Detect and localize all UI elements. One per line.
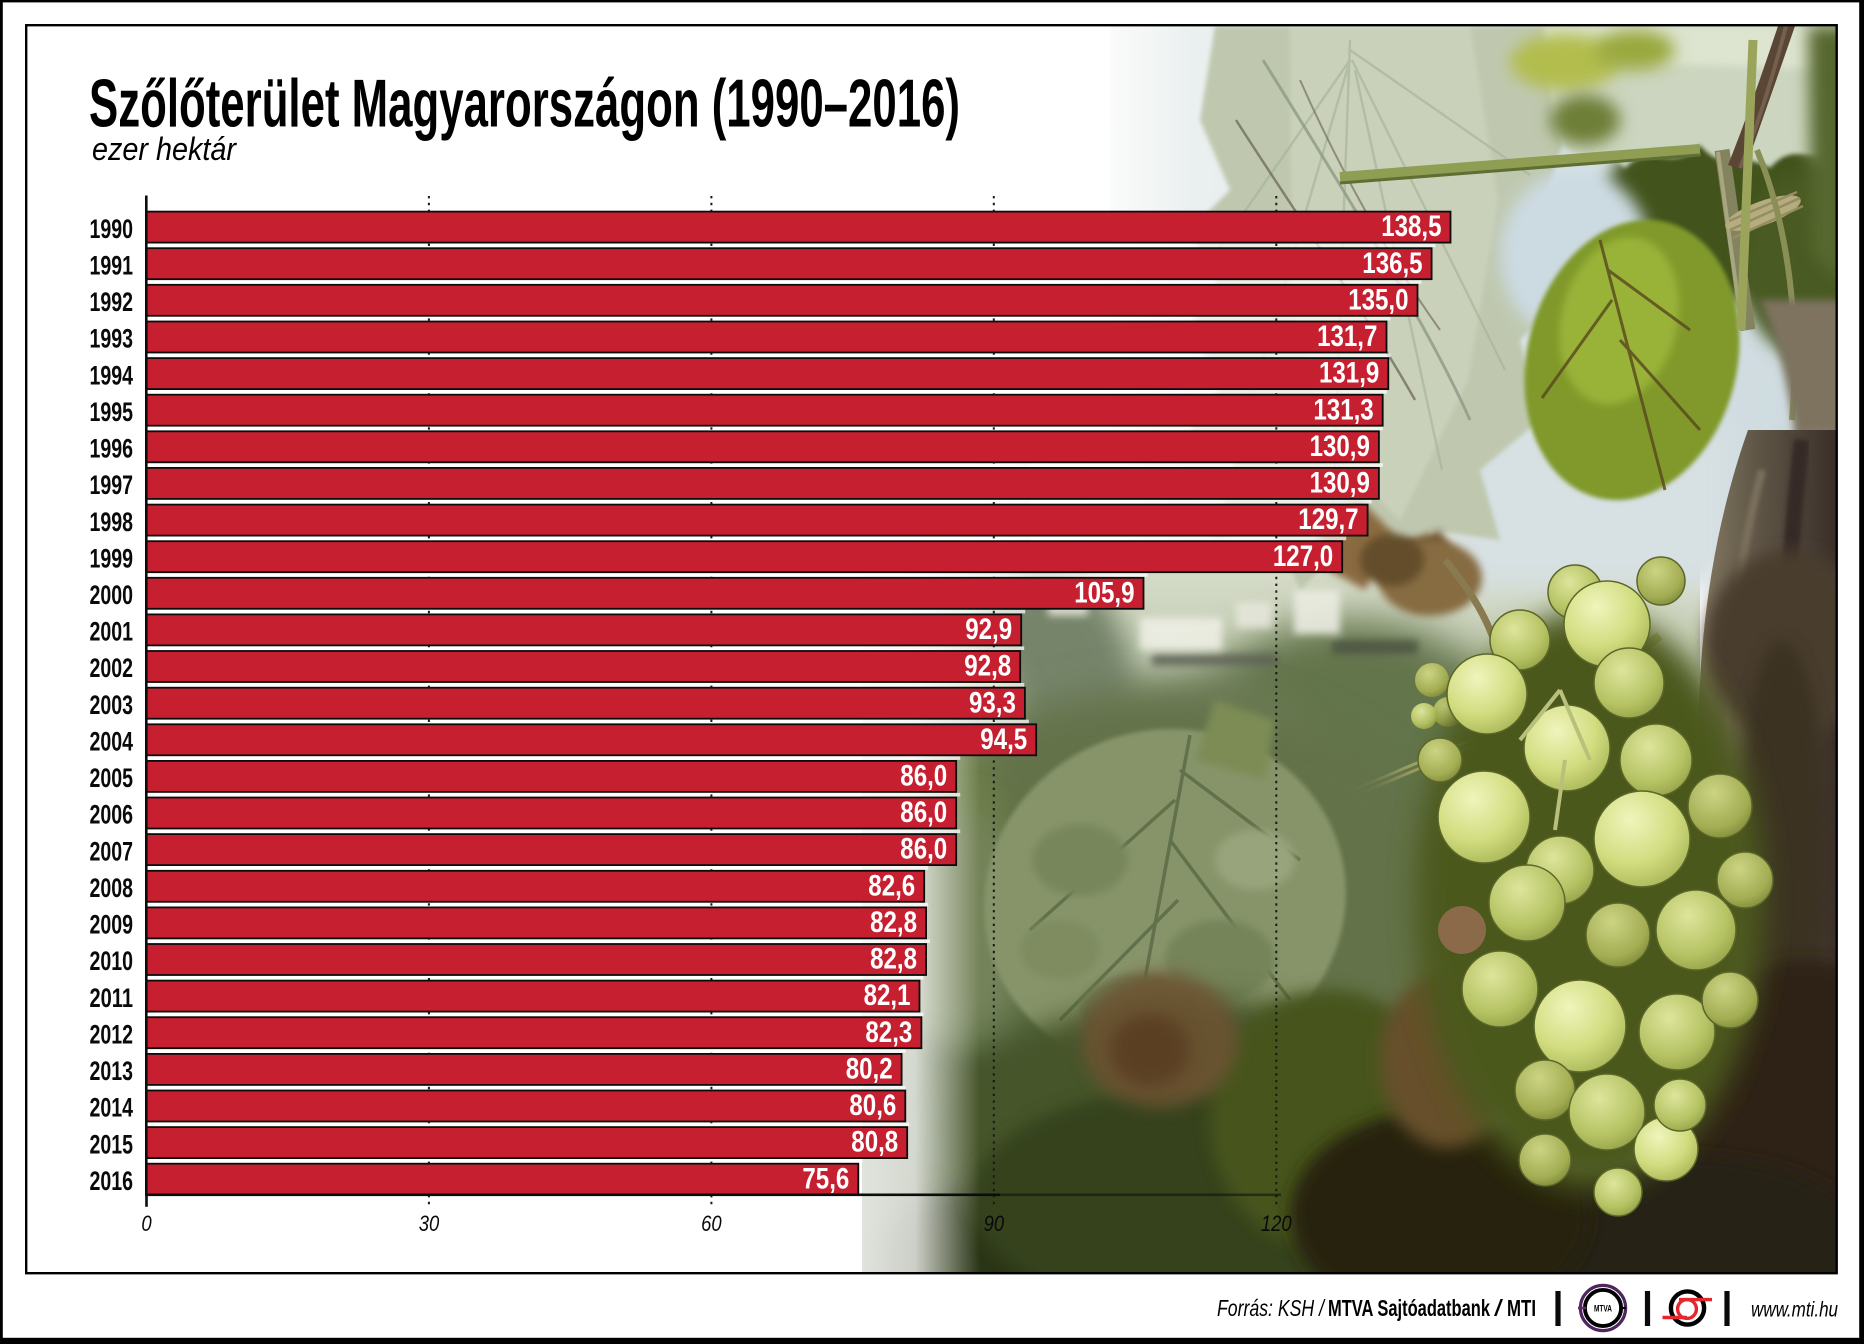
svg-text:1994: 1994: [90, 360, 134, 390]
svg-text:136,5: 136,5: [1362, 247, 1422, 280]
svg-text:86,0: 86,0: [900, 760, 947, 793]
svg-text:94,5: 94,5: [980, 723, 1027, 756]
svg-text:Forrás: KSH /: Forrás: KSH /: [1217, 1295, 1326, 1321]
svg-text:1991: 1991: [90, 250, 134, 280]
svg-text:105,9: 105,9: [1074, 576, 1134, 609]
svg-text:129,7: 129,7: [1298, 503, 1358, 536]
svg-text:82,8: 82,8: [870, 906, 917, 939]
svg-text:82,1: 82,1: [864, 979, 911, 1012]
svg-text:2004: 2004: [90, 727, 134, 757]
svg-text:2001: 2001: [90, 617, 134, 647]
svg-text:130,9: 130,9: [1310, 430, 1370, 463]
svg-text:0: 0: [141, 1211, 152, 1236]
svg-text:82,3: 82,3: [865, 1016, 912, 1049]
svg-text:86,0: 86,0: [900, 796, 947, 829]
svg-text:ezer hektár: ezer hektár: [92, 131, 237, 167]
svg-text:1992: 1992: [90, 287, 134, 317]
svg-text:86,0: 86,0: [900, 833, 947, 866]
svg-text:2015: 2015: [90, 1129, 134, 1159]
svg-text:75,6: 75,6: [802, 1162, 849, 1195]
svg-text:2011: 2011: [90, 983, 134, 1013]
svg-text:2014: 2014: [90, 1093, 134, 1123]
svg-text:1998: 1998: [90, 507, 134, 537]
svg-text:2007: 2007: [90, 836, 134, 866]
svg-text:2016: 2016: [90, 1166, 134, 1196]
svg-text:60: 60: [701, 1211, 722, 1236]
svg-text:1999: 1999: [90, 543, 134, 573]
svg-text:130,9: 130,9: [1310, 467, 1370, 500]
svg-text:2010: 2010: [90, 946, 134, 976]
svg-text:2009: 2009: [90, 910, 134, 940]
svg-text:1990: 1990: [90, 214, 134, 244]
svg-text:2006: 2006: [90, 800, 134, 830]
svg-text:131,3: 131,3: [1313, 393, 1373, 426]
svg-text:138,5: 138,5: [1381, 210, 1441, 243]
svg-text:2002: 2002: [90, 653, 134, 683]
svg-text:2013: 2013: [90, 1056, 134, 1086]
svg-text:1996: 1996: [90, 434, 134, 464]
svg-text:2000: 2000: [90, 580, 134, 610]
svg-text:82,6: 82,6: [868, 869, 915, 902]
svg-text:2003: 2003: [90, 690, 134, 720]
svg-text:92,9: 92,9: [965, 613, 1012, 646]
svg-text:2008: 2008: [90, 873, 134, 903]
svg-text:MTVA Sajtóadatbank: MTVA Sajtóadatbank: [1328, 1295, 1490, 1321]
svg-text:80,6: 80,6: [849, 1089, 896, 1122]
svg-text:120: 120: [1261, 1211, 1292, 1236]
svg-text:2012: 2012: [90, 1019, 134, 1049]
svg-text:90: 90: [984, 1211, 1005, 1236]
svg-text:MTI: MTI: [1507, 1295, 1536, 1321]
svg-text:135,0: 135,0: [1348, 283, 1408, 316]
svg-text:30: 30: [419, 1211, 440, 1236]
svg-text:93,3: 93,3: [969, 686, 1016, 719]
svg-text:Szőlőterület Magyarországon (1: Szőlőterület Magyarországon (1990–2016): [89, 67, 960, 142]
svg-text:131,9: 131,9: [1319, 357, 1379, 390]
svg-text:82,8: 82,8: [870, 943, 917, 976]
svg-text:127,0: 127,0: [1273, 540, 1333, 573]
svg-text:131,7: 131,7: [1317, 320, 1377, 353]
svg-text:1995: 1995: [90, 397, 134, 427]
svg-text:1993: 1993: [90, 324, 134, 354]
svg-text:80,2: 80,2: [846, 1053, 893, 1086]
svg-text:MTVA: MTVA: [1594, 1303, 1612, 1313]
svg-text:2005: 2005: [90, 763, 134, 793]
svg-text:/: /: [1494, 1295, 1504, 1321]
svg-text:92,8: 92,8: [964, 650, 1011, 683]
svg-text:80,8: 80,8: [851, 1126, 898, 1159]
svg-text:www.mti.hu: www.mti.hu: [1751, 1299, 1838, 1322]
svg-text:1997: 1997: [90, 470, 134, 500]
